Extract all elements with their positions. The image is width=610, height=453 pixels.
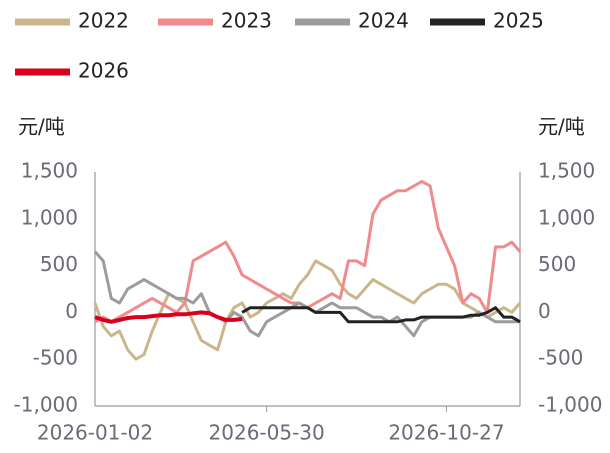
legend-label: 2025: [493, 9, 544, 33]
legend-label: 2024: [358, 9, 409, 33]
series-line: [94, 310, 243, 324]
y2-tick-label: 0: [538, 299, 551, 323]
y2-axis-label: 元/吨: [538, 115, 585, 139]
y-tick-label: -1,000: [14, 393, 78, 417]
y2-tick-label: 1,000: [538, 205, 595, 229]
x-tick-label: 2026-05-30: [209, 421, 325, 445]
series-line: [241, 306, 521, 324]
y-tick-label: 1,500: [21, 159, 78, 183]
y2-tick-label: 1,500: [538, 159, 595, 183]
y-tick-label: -500: [33, 346, 78, 370]
legend-label: 2023: [221, 9, 272, 33]
y2-tick-label: -1,000: [538, 393, 602, 417]
y-axis-label: 元/吨: [18, 115, 65, 139]
series-line: [94, 179, 522, 324]
y2-tick-label: -500: [538, 346, 583, 370]
x-tick-label: 2026-01-02: [37, 421, 153, 445]
legend-label: 2026: [78, 59, 129, 83]
y2-tick-label: 500: [538, 252, 576, 276]
x-tick-label: 2026-10-27: [388, 421, 504, 445]
legend-label: 2022: [78, 9, 129, 33]
y-tick-label: 0: [65, 299, 78, 323]
y-tick-label: 500: [40, 252, 78, 276]
y-tick-label: 1,000: [21, 205, 78, 229]
series-line: [93, 259, 522, 361]
